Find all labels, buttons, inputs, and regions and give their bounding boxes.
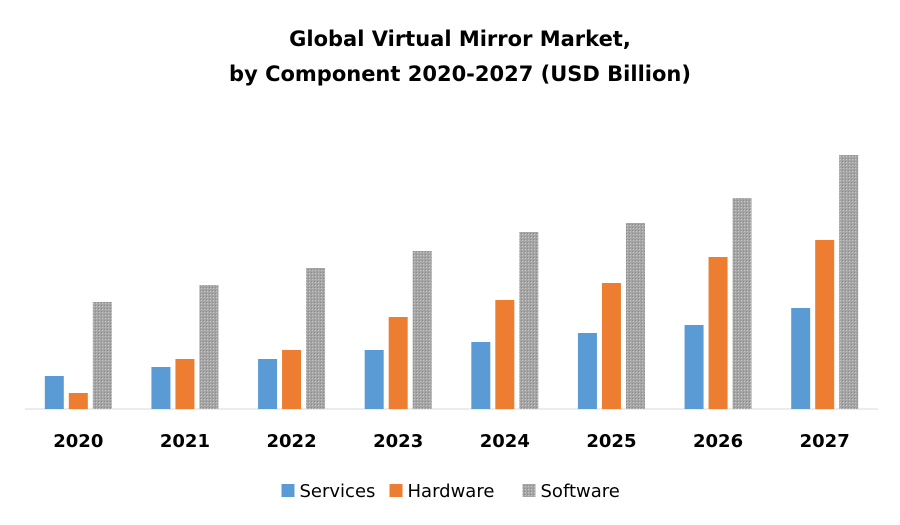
- x-tick-label: 2027: [800, 431, 850, 452]
- bar: [92, 302, 112, 409]
- bar: [175, 359, 195, 409]
- bar: [306, 268, 326, 409]
- x-tick-label: 2026: [693, 431, 743, 452]
- bar: [471, 342, 491, 409]
- legend-swatch: [522, 484, 536, 497]
- bar: [577, 333, 597, 409]
- bar: [519, 232, 539, 409]
- bar: [708, 257, 728, 409]
- bar: [791, 308, 811, 409]
- legend-swatch: [281, 484, 295, 497]
- legend-label: Services: [300, 481, 376, 502]
- bar: [815, 240, 835, 409]
- legend-label: Software: [541, 481, 620, 502]
- x-tick-label: 2020: [53, 431, 103, 452]
- bar: [684, 325, 704, 409]
- bar: [151, 367, 171, 409]
- x-tick-label: 2021: [160, 431, 210, 452]
- chart-title: by Component 2020-2027 (USD Billion): [229, 62, 691, 86]
- bar: [68, 393, 88, 409]
- x-tick-label: 2024: [480, 431, 530, 452]
- bar: [258, 359, 278, 409]
- bar: [839, 155, 859, 409]
- bar: [412, 251, 432, 409]
- bar: [732, 198, 752, 409]
- x-tick-label: 2023: [373, 431, 423, 452]
- x-tick-label: 2025: [586, 431, 636, 452]
- bar: [44, 376, 64, 409]
- bar: [199, 285, 219, 409]
- bar: [495, 300, 515, 409]
- bar: [282, 350, 302, 409]
- bar: [601, 283, 621, 409]
- bar: [388, 317, 408, 409]
- chart-title: Global Virtual Mirror Market,: [289, 27, 631, 51]
- legend-label: Hardware: [408, 481, 495, 502]
- legend-swatch: [389, 484, 403, 497]
- bar: [364, 350, 384, 409]
- x-tick-label: 2022: [267, 431, 317, 452]
- bar: [625, 223, 645, 409]
